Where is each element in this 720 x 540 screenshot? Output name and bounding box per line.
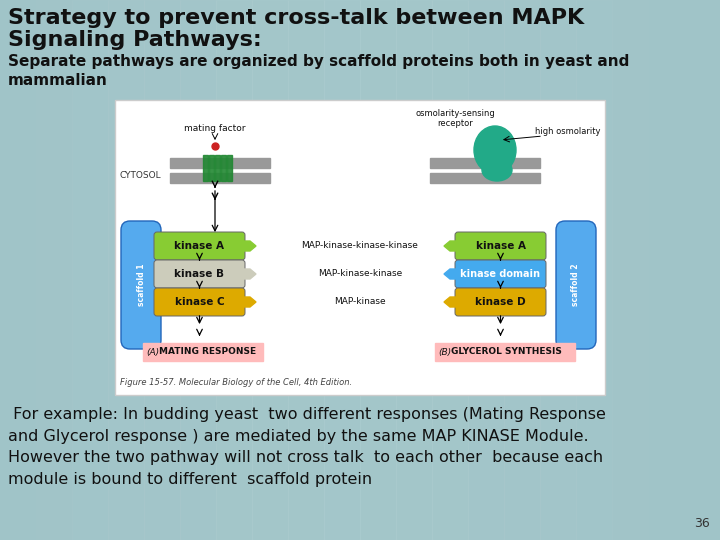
FancyBboxPatch shape <box>455 260 546 288</box>
FancyBboxPatch shape <box>121 221 161 349</box>
Text: kinase D: kinase D <box>475 297 526 307</box>
Text: Strategy to prevent cross-talk between MAPK: Strategy to prevent cross-talk between M… <box>8 8 584 28</box>
Bar <box>0 0 36 540</box>
FancyBboxPatch shape <box>154 260 245 288</box>
Text: kinase B: kinase B <box>174 269 225 279</box>
Bar <box>468 0 504 540</box>
Bar <box>540 0 576 540</box>
FancyBboxPatch shape <box>154 232 245 260</box>
FancyBboxPatch shape <box>556 221 596 349</box>
Bar <box>396 0 432 540</box>
Text: kinase C: kinase C <box>175 297 225 307</box>
Text: CYTOSOL: CYTOSOL <box>120 172 161 180</box>
Bar <box>432 0 468 540</box>
FancyBboxPatch shape <box>154 288 245 316</box>
Text: Signaling Pathways:: Signaling Pathways: <box>8 30 262 50</box>
Text: GLYCEROL SYNTHESIS: GLYCEROL SYNTHESIS <box>451 348 562 356</box>
Text: MAP-kinase: MAP-kinase <box>334 298 386 307</box>
Text: high osmolarity: high osmolarity <box>535 127 600 136</box>
Bar <box>143 343 263 361</box>
Bar <box>215 155 220 181</box>
Text: scaffold 2: scaffold 2 <box>572 264 580 306</box>
FancyBboxPatch shape <box>455 232 546 260</box>
Bar <box>36 0 72 540</box>
Text: Figure 15-57. Molecular Biology of the Cell, 4th Edition.: Figure 15-57. Molecular Biology of the C… <box>120 378 352 387</box>
Text: kinase A: kinase A <box>174 241 225 251</box>
FancyArrow shape <box>242 241 256 251</box>
Text: kinase domain: kinase domain <box>461 269 541 279</box>
Bar <box>648 0 684 540</box>
Bar <box>180 0 216 540</box>
Text: For example: In budding yeast  two different responses (Mating Response
and Glyc: For example: In budding yeast two differ… <box>8 407 606 487</box>
Bar <box>435 343 575 361</box>
FancyArrow shape <box>444 269 458 279</box>
Text: osmolarity-sensing
receptor: osmolarity-sensing receptor <box>415 109 495 128</box>
Bar <box>288 0 324 540</box>
Ellipse shape <box>474 126 516 174</box>
Text: Separate pathways are organized by scaffold proteins both in yeast and
mammalian: Separate pathways are organized by scaff… <box>8 54 629 88</box>
FancyArrow shape <box>242 297 256 307</box>
Text: MAP-kinase-kinase-kinase: MAP-kinase-kinase-kinase <box>302 241 418 251</box>
Text: (A): (A) <box>146 348 159 356</box>
Bar <box>72 0 108 540</box>
Bar <box>221 155 226 181</box>
Bar <box>209 155 214 181</box>
Bar <box>170 158 270 168</box>
Bar <box>324 0 360 540</box>
Bar <box>576 0 612 540</box>
Bar <box>430 158 540 168</box>
Text: mating factor: mating factor <box>184 124 246 133</box>
Bar <box>684 0 720 540</box>
Ellipse shape <box>482 159 512 181</box>
Bar <box>612 0 648 540</box>
Text: MAP-kinase-kinase: MAP-kinase-kinase <box>318 269 402 279</box>
Text: (B): (B) <box>438 348 451 356</box>
FancyBboxPatch shape <box>455 288 546 316</box>
Bar <box>144 0 180 540</box>
Bar <box>227 155 232 181</box>
Bar <box>115 100 605 395</box>
Text: MATING RESPONSE: MATING RESPONSE <box>159 348 256 356</box>
Bar <box>252 0 288 540</box>
Bar <box>430 173 540 183</box>
Text: 36: 36 <box>694 517 710 530</box>
Bar <box>203 155 208 181</box>
FancyArrow shape <box>444 297 458 307</box>
Bar <box>504 0 540 540</box>
Text: scaffold 1: scaffold 1 <box>137 264 145 306</box>
Bar <box>360 0 396 540</box>
Bar <box>108 0 144 540</box>
Text: kinase A: kinase A <box>475 241 526 251</box>
Bar <box>170 173 270 183</box>
Bar <box>216 0 252 540</box>
FancyArrow shape <box>242 269 256 279</box>
FancyArrow shape <box>444 241 458 251</box>
